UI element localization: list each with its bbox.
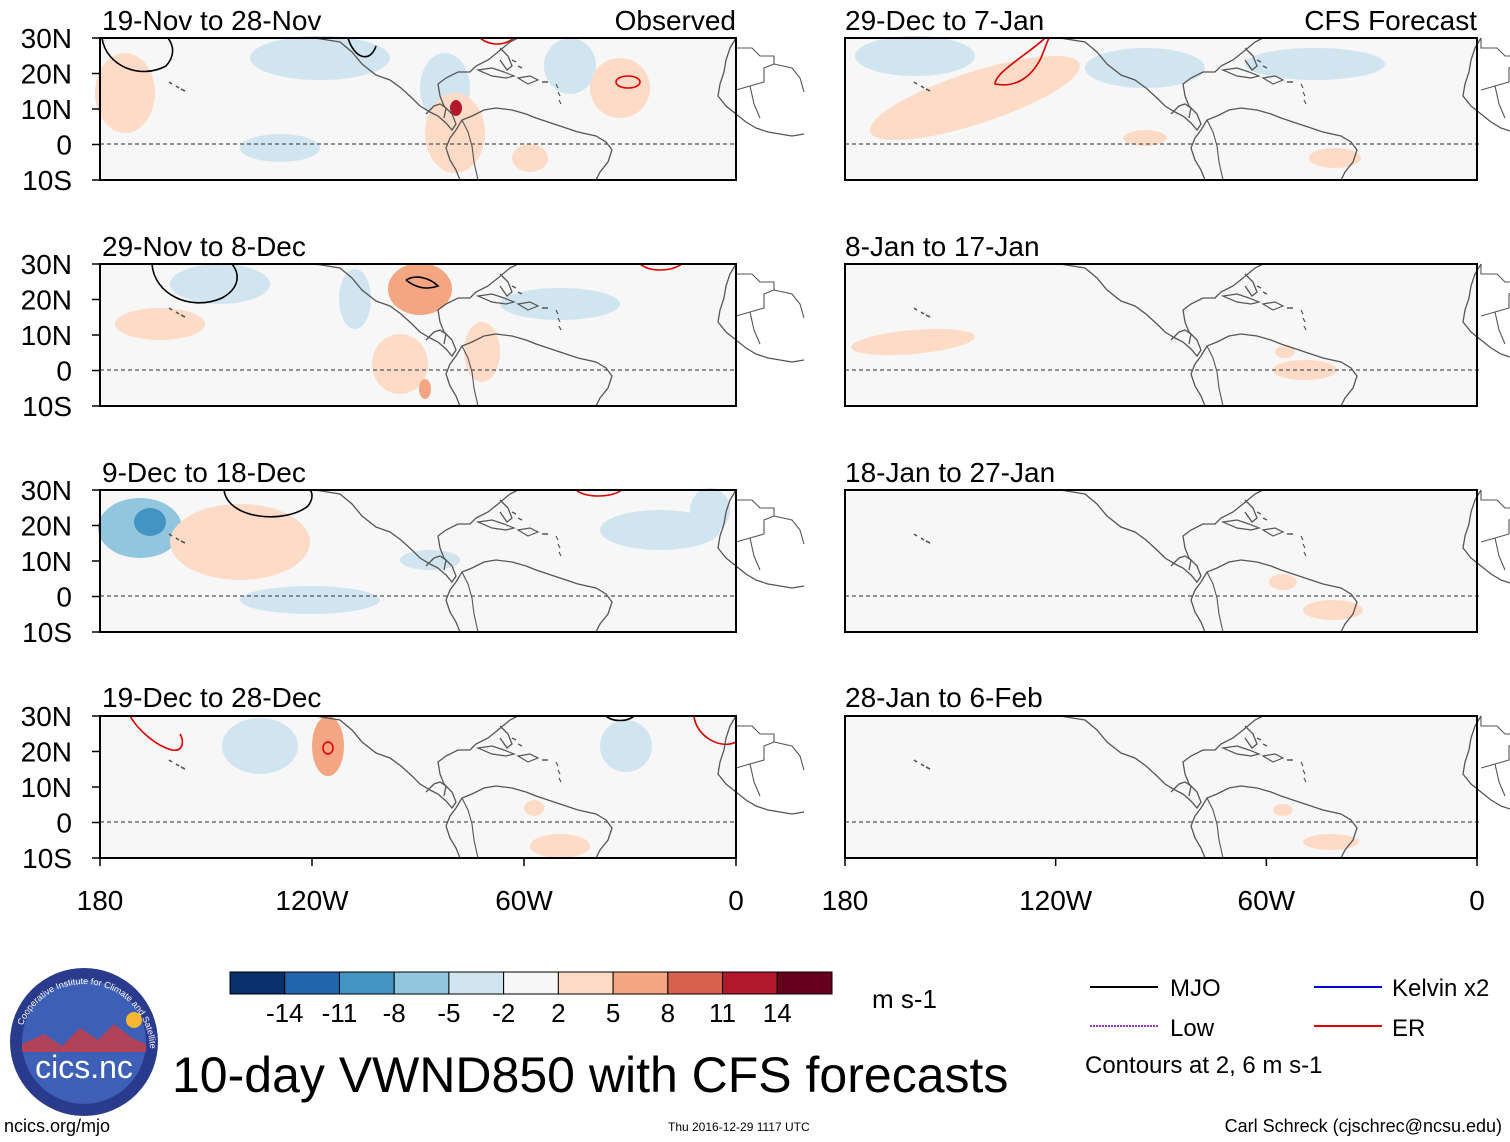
latitude-axis-labels: 30N 20N 10N 0 10S 30N 20N 10N 0 10S 30N 20N 10N 0 10S 3… [21,23,100,874]
legend-label-kelvin: Kelvin x2 [1392,975,1489,1002]
logo-text: cics.nc [35,1049,133,1085]
panel-title-forecast-2: 8-Jan to 17-Jan [845,231,1040,262]
lat-tick-label: 10S [22,617,72,648]
logo-mountains [22,1024,146,1052]
legend-label-er: ER [1392,1015,1425,1042]
lon-tick-label: 120W [275,885,349,916]
lat-tick-label: 30N [21,475,72,506]
colorbar-tick-label: 2 [551,998,565,1028]
observed-label: Observed [615,5,736,36]
legend-note: Contours at 2, 6 m s-1 [1085,1052,1323,1079]
lat-tick-label: 30N [21,701,72,732]
colorbar-swatch [503,971,559,995]
lon-tick-label: 0 [1469,885,1485,916]
panel-title-observed-4: 19-Dec to 28-Dec [102,682,321,713]
panel-observed-4 [99,715,805,859]
colorbar-swatch [448,971,505,995]
colorbar-tick-label: 5 [606,998,620,1028]
footer-url[interactable]: ncics.org/mjo [4,1116,111,1136]
lon-tick-label: 60W [495,885,553,916]
lat-tick-label: 0 [56,808,72,839]
lat-tick-label: 30N [21,23,72,54]
colorbar-tick-label: -8 [383,998,406,1028]
colorbar-tick-label: 8 [661,998,675,1028]
panel-observed-1 [95,36,805,181]
colorbar-swatch [338,971,395,995]
panel-observed-3 [98,488,805,633]
lat-tick-label: 20N [21,737,72,768]
colorbar-swatch [667,971,724,995]
lat-tick-label: 10N [21,546,72,577]
colorbar-tick-label: -14 [266,998,304,1028]
panel-forecast-3 [844,489,1510,633]
legend-label-low: Low [1170,1015,1215,1042]
colorbar: -14 -11 -8 -5 -2 2 5 8 11 14 [229,971,833,1028]
panel-title-forecast-4: 28-Jan to 6-Feb [845,682,1043,713]
colorbar-swatch [776,971,833,995]
panel-title-forecast-1: 29-Dec to 7-Jan [845,5,1044,36]
panel-forecast-2 [844,263,1510,407]
panel-title-forecast-3: 18-Jan to 27-Jan [845,457,1055,488]
lat-tick-label: 0 [56,130,72,161]
lat-tick-label: 0 [56,582,72,613]
legend: MJO Kelvin x2 Low ER [1090,975,1489,1042]
lat-tick-label: 30N [21,249,72,280]
colorbar-swatch [557,971,614,995]
lon-tick-label: 120W [1019,885,1093,916]
lon-tick-label: 180 [822,885,869,916]
main-title: 10-day VWND850 with CFS forecasts [172,1047,1009,1103]
panel-forecast-1 [844,36,1510,181]
footer-author: Carl Schreck (cjschrec@ncsu.edu) [1224,1116,1502,1136]
lat-tick-label: 10N [21,94,72,125]
panel-observed-2 [99,263,805,407]
lat-tick-label: 10N [21,320,72,351]
lat-tick-label: 10S [22,165,72,196]
lat-tick-label: 20N [21,59,72,90]
colorbar-swatch [284,971,340,995]
lat-tick-label: 0 [56,356,72,387]
lat-tick-label: 10N [21,772,72,803]
colorbar-tick-label: -5 [437,998,460,1028]
panel-title-observed-1: 19-Nov to 28-Nov [102,5,321,36]
colorbar-tick-label: -11 [322,998,358,1028]
lon-tick-label: 0 [728,885,744,916]
colorbar-swatch [612,971,669,995]
panel-forecast-4 [844,715,1510,859]
colorbar-tick-label: 11 [709,998,736,1028]
footer-timestamp: Thu 2016-12-29 1117 UTC [668,1120,810,1134]
colorbar-swatch [229,971,286,995]
lat-tick-label: 20N [21,511,72,542]
lon-tick-label: 180 [77,885,124,916]
lon-tick-label: 60W [1238,885,1296,916]
lat-tick-label: 10S [22,391,72,422]
panel-title-observed-3: 9-Dec to 18-Dec [102,457,306,488]
lat-tick-label: 20N [21,285,72,316]
lat-tick-label: 10S [22,843,72,874]
cics-logo: cics.nc Cooperative Institute for Climat… [10,968,158,1116]
colorbar-tick-label: 14 [763,998,792,1028]
legend-label-mjo: MJO [1170,975,1221,1002]
logo-sun [126,1012,142,1028]
colorbar-units: m s-1 [872,984,937,1014]
forecast-label: CFS Forecast [1304,5,1477,36]
colorbar-swatch [722,971,778,995]
panel-title-observed-2: 29-Nov to 8-Dec [102,231,306,262]
colorbar-swatch [393,971,450,995]
longitude-axis-labels: 180 120W 60W 0 180 120W 60W 0 [77,858,1485,916]
colorbar-tick-label: -2 [492,998,515,1028]
